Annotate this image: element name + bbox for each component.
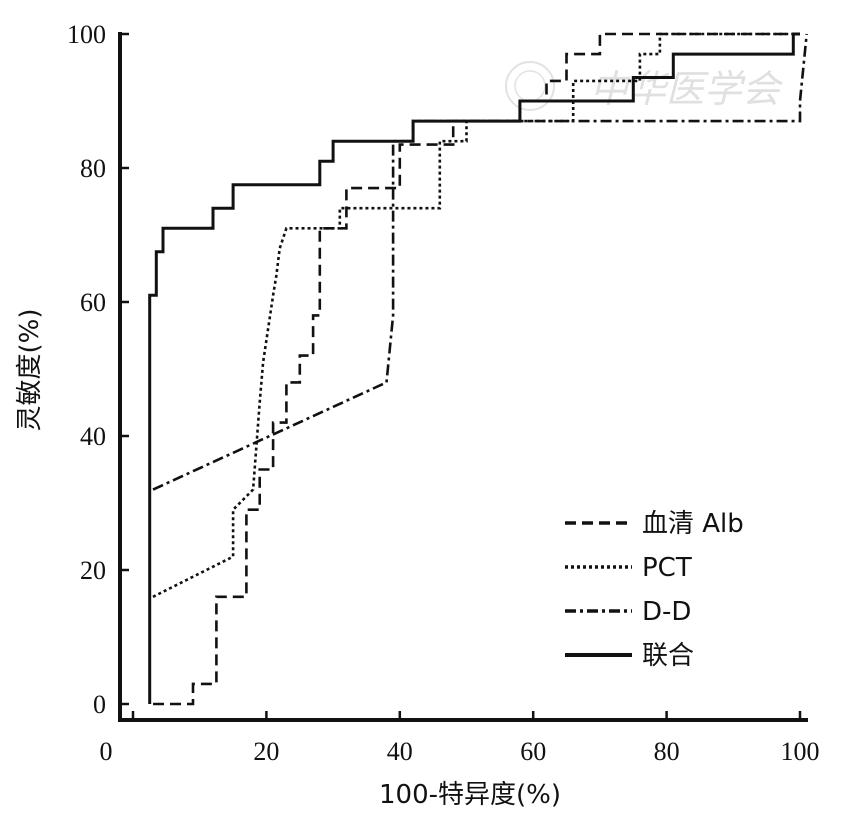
watermark: 中华医学会: [505, 61, 784, 111]
legend: 血清 Alb PCT D-D 联合: [565, 509, 744, 671]
y-tick-label: 80: [80, 154, 106, 183]
y-tick-label: 60: [80, 288, 106, 317]
tick-marks: [120, 32, 802, 720]
watermark-text: 中华医学会: [590, 67, 784, 111]
y-axis-title: 灵敏度(%): [15, 309, 45, 432]
x-tick-label: 80: [654, 737, 680, 766]
series-line-PCT: [152, 32, 800, 598]
y-tick-label: 20: [80, 556, 106, 585]
y-tick-label: 0: [93, 690, 106, 719]
series-line-D-D: [152, 33, 808, 491]
series-line-联合: [148, 32, 800, 704]
watermark-emblem: [505, 61, 555, 111]
x-tick-label: 20: [253, 737, 279, 766]
x-tick-label: 100: [781, 737, 820, 766]
watermark-emblem-inner: [514, 70, 546, 102]
x-tick-label: 60: [520, 737, 546, 766]
legend-label: 联合: [642, 641, 694, 671]
x-tick-label: 0: [100, 737, 113, 766]
tick-labels: 0 20 40 60 80 100 0 20 40 60 80 100: [67, 20, 820, 766]
axes: [118, 32, 808, 722]
legend-label: PCT: [642, 553, 692, 583]
plot-area: [148, 32, 808, 706]
legend-label: 血清 Alb: [642, 509, 744, 539]
y-tick-label: 40: [80, 422, 106, 451]
y-tick-label: 100: [67, 20, 106, 49]
x-axis-title: 100-特异度(%): [379, 780, 561, 810]
series-line-血清Alb: [153, 32, 800, 706]
legend-label: D-D: [642, 597, 691, 627]
x-tick-label: 40: [387, 737, 413, 766]
